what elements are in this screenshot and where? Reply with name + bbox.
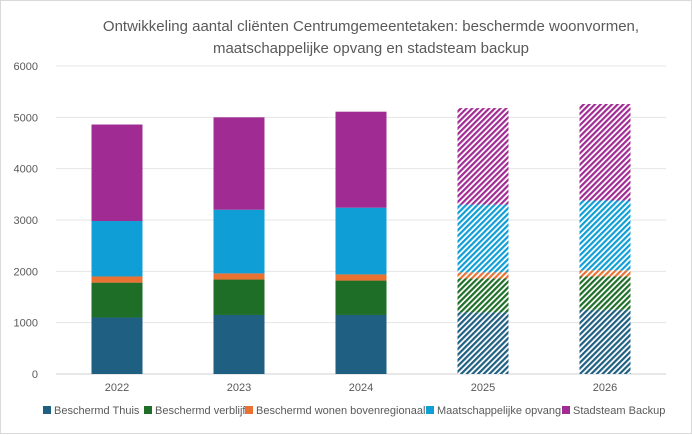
x-axis: 2022 2023 2024 2025 2026 <box>105 382 617 394</box>
bar-2026-beschermd-wonen-bovenregionaal <box>579 270 631 277</box>
legend-item-maatschappelijke-opvang: Maatschappelijke opvang <box>426 405 561 417</box>
bar-2023-beschermd-thuis <box>213 314 265 374</box>
x-tick-label-2022: 2022 <box>105 382 129 394</box>
bar-2025-beschermd-verblijf <box>457 278 509 313</box>
chart-title-line-1: Ontwikkeling aantal cliënten Centrumgeme… <box>103 18 639 35</box>
x-tick-label-2025: 2025 <box>471 382 495 394</box>
x-tick-label-2023: 2023 <box>227 382 251 394</box>
legend: Beschermd Thuis Beschermd verblijf Bescher… <box>43 405 665 417</box>
legend-item-beschermd-verblijf: Beschermd verblijf <box>144 405 246 417</box>
legend-swatch <box>426 406 434 414</box>
y-tick-label-3000: 3000 <box>14 215 38 227</box>
x-tick-label-2026: 2026 <box>593 382 617 394</box>
x-tick-label-2024: 2024 <box>349 382 373 394</box>
bar-2024-maatschappelijke-opvang <box>335 207 387 275</box>
legend-label: Stadsteam Backup <box>573 405 665 417</box>
bar-2025-beschermd-thuis <box>457 312 509 374</box>
bar-2023-maatschappelijke-opvang <box>213 209 265 274</box>
bar-2025-stadsteam-backup <box>457 108 509 205</box>
legend-swatch <box>562 406 570 414</box>
bar-2023-beschermd-verblijf <box>213 279 265 315</box>
y-tick-label-6000: 6000 <box>14 61 38 73</box>
y-axis: 0 1000 2000 3000 4000 5000 6000 <box>14 61 38 381</box>
bar-2024-beschermd-wonen-bovenregionaal <box>335 274 387 281</box>
legend-swatch <box>245 406 253 414</box>
legend-swatch <box>43 406 51 414</box>
y-tick-label-1000: 1000 <box>14 318 38 330</box>
chart-title-line-2: maatschappelijke opvang en stadsteam bac… <box>213 40 529 57</box>
bar-2026-maatschappelijke-opvang <box>579 200 631 271</box>
chart-title: Ontwikkeling aantal cliënten Centrumgeme… <box>103 18 639 57</box>
legend-swatch <box>144 406 152 414</box>
bar-2024-beschermd-verblijf <box>335 280 387 315</box>
bar-2026-beschermd-thuis <box>579 309 631 374</box>
y-tick-label-0: 0 <box>32 369 38 381</box>
bar-2022-stadsteam-backup <box>91 124 143 222</box>
bar-2024-stadsteam-backup <box>335 111 387 208</box>
bar-2022-beschermd-thuis <box>91 317 143 374</box>
bar-2022-beschermd-verblijf <box>91 282 143 318</box>
y-tick-label-5000: 5000 <box>14 112 38 124</box>
bars <box>91 103 631 374</box>
legend-label: Beschermd verblijf <box>155 405 246 417</box>
legend-item-stadsteam-backup: Stadsteam Backup <box>562 405 665 417</box>
bar-2023-stadsteam-backup <box>213 117 265 210</box>
legend-item-beschermd-thuis: Beschermd Thuis <box>43 405 140 417</box>
bar-2025-maatschappelijke-opvang <box>457 204 509 273</box>
legend-item-beschermd-wonen-bovenregionaal: Beschermd wonen bovenregionaal <box>245 405 425 417</box>
bar-2022-maatschappelijke-opvang <box>91 221 143 277</box>
bar-2024-beschermd-thuis <box>335 314 387 374</box>
legend-label: Maatschappelijke opvang <box>437 405 561 417</box>
bar-2026-beschermd-verblijf <box>579 276 631 310</box>
bar-2023-beschermd-wonen-bovenregionaal <box>213 273 265 280</box>
y-tick-label-4000: 4000 <box>14 164 38 176</box>
legend-label: Beschermd wonen bovenregionaal <box>256 405 425 417</box>
bar-2025-beschermd-wonen-bovenregionaal <box>457 272 509 279</box>
bar-2026-stadsteam-backup <box>579 103 631 201</box>
y-tick-label-2000: 2000 <box>14 266 38 278</box>
legend-label: Beschermd Thuis <box>54 405 140 417</box>
bar-2022-beschermd-wonen-bovenregionaal <box>91 276 143 283</box>
